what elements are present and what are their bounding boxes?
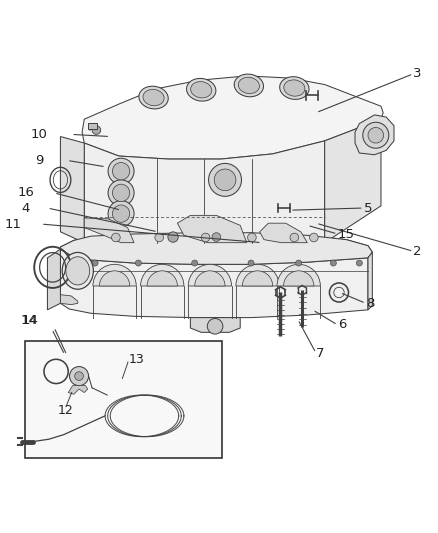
Polygon shape (325, 119, 381, 243)
Wedge shape (93, 264, 136, 286)
Circle shape (75, 372, 83, 381)
Polygon shape (47, 249, 60, 310)
Polygon shape (84, 141, 325, 243)
Ellipse shape (234, 74, 264, 97)
Polygon shape (60, 249, 368, 318)
Circle shape (248, 260, 254, 266)
Text: 14: 14 (21, 314, 38, 327)
Wedge shape (283, 271, 314, 286)
Polygon shape (82, 76, 383, 159)
Text: 3: 3 (413, 67, 422, 80)
Polygon shape (60, 136, 84, 243)
Circle shape (290, 233, 299, 242)
Ellipse shape (238, 77, 259, 94)
Circle shape (108, 180, 134, 206)
Circle shape (356, 260, 362, 266)
Circle shape (155, 233, 163, 242)
Circle shape (135, 260, 141, 266)
Wedge shape (188, 264, 232, 286)
Text: 13: 13 (129, 353, 145, 366)
Circle shape (192, 260, 198, 266)
Circle shape (330, 260, 336, 266)
Circle shape (368, 127, 384, 143)
Ellipse shape (284, 80, 305, 96)
Text: 14: 14 (22, 314, 39, 327)
Polygon shape (368, 252, 372, 310)
Circle shape (208, 164, 241, 196)
Circle shape (207, 319, 223, 334)
Ellipse shape (187, 78, 216, 101)
Text: 12: 12 (57, 403, 73, 416)
Circle shape (212, 233, 221, 241)
Wedge shape (195, 271, 225, 286)
Polygon shape (60, 233, 372, 264)
Circle shape (113, 163, 130, 180)
Circle shape (201, 233, 210, 242)
Wedge shape (99, 271, 130, 286)
Circle shape (112, 233, 120, 242)
Polygon shape (355, 115, 394, 155)
Text: 2: 2 (413, 245, 422, 258)
Circle shape (108, 200, 134, 227)
Polygon shape (68, 386, 88, 394)
Text: 5: 5 (364, 201, 372, 214)
Wedge shape (242, 271, 273, 286)
Circle shape (310, 233, 318, 242)
Circle shape (113, 205, 130, 222)
Polygon shape (177, 215, 247, 243)
Wedge shape (277, 264, 320, 286)
Circle shape (92, 126, 101, 134)
Text: 7: 7 (316, 346, 325, 360)
Ellipse shape (66, 257, 90, 285)
Circle shape (108, 158, 134, 184)
Ellipse shape (62, 253, 93, 289)
Circle shape (247, 233, 256, 242)
Circle shape (113, 184, 130, 201)
Bar (25, 341, 222, 458)
Circle shape (70, 367, 88, 386)
Text: 15: 15 (338, 228, 355, 240)
Polygon shape (260, 223, 307, 243)
Wedge shape (236, 264, 279, 286)
Text: 8: 8 (366, 297, 374, 310)
Polygon shape (60, 295, 78, 305)
Polygon shape (84, 218, 134, 243)
Circle shape (296, 260, 302, 266)
Circle shape (92, 260, 98, 266)
Ellipse shape (191, 82, 212, 98)
Polygon shape (191, 318, 240, 333)
Bar (88, 123, 97, 129)
Ellipse shape (280, 77, 309, 99)
Text: 9: 9 (35, 154, 43, 167)
Wedge shape (147, 271, 177, 286)
Text: 10: 10 (31, 128, 47, 141)
Circle shape (363, 122, 389, 148)
Circle shape (214, 169, 236, 191)
Text: 6: 6 (338, 319, 346, 332)
Text: 16: 16 (18, 187, 35, 199)
Ellipse shape (143, 90, 164, 106)
Text: 4: 4 (22, 201, 30, 214)
Wedge shape (141, 264, 184, 286)
Ellipse shape (139, 86, 168, 109)
Circle shape (168, 232, 178, 242)
Text: 11: 11 (4, 217, 21, 231)
Polygon shape (60, 233, 372, 264)
